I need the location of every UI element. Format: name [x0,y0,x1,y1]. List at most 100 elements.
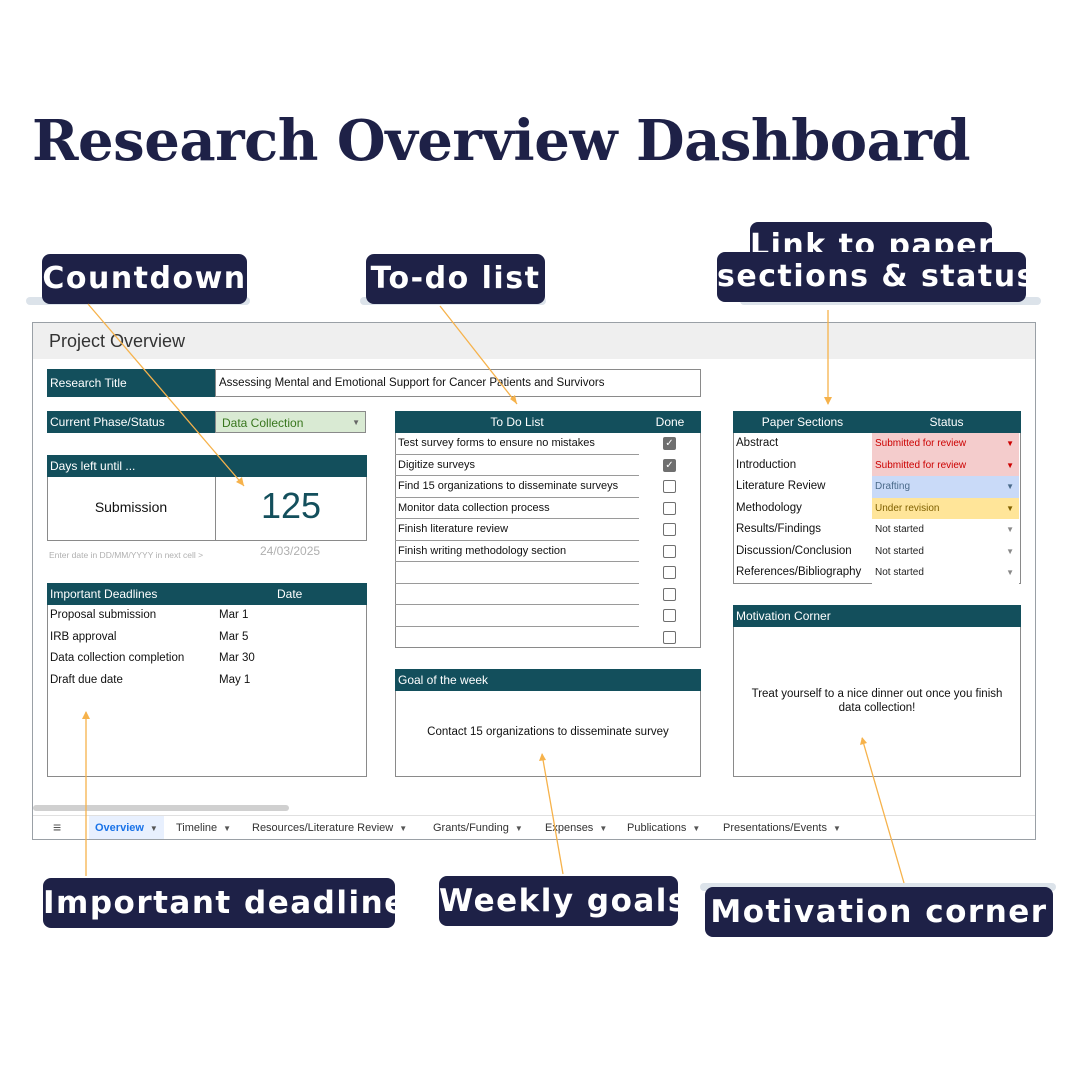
deadline-date: Mar 30 [219,652,255,664]
dropdown-caret-icon: ▼ [223,824,232,833]
todo-row: Monitor data collection process [395,498,639,519]
dropdown-caret-icon: ▼ [1006,546,1014,556]
deadline-row: Proposal submission Mar 1 [47,605,365,627]
dropdown-caret-icon: ▼ [399,824,408,833]
paper-section-row: Literature Review Drafting ▼ [733,476,1019,498]
todo-checkbox[interactable] [663,480,676,493]
todo-checkbox[interactable] [663,523,676,536]
todo-checkbox[interactable] [663,630,676,644]
sheet-tab[interactable]: Overview ▼ [89,816,164,839]
horizontal-scrollbar[interactable] [33,805,289,811]
dropdown-caret-icon: ▼ [352,418,360,427]
sheet-tab[interactable]: Timeline ▼ [176,816,232,839]
todo-task[interactable]: Test survey forms to ensure no mistakes [398,437,595,449]
paper-section-status-dropdown[interactable]: Not started ▼ [872,540,1019,562]
dropdown-caret-icon: ▼ [832,824,841,833]
sheet-tab-label: Grants/Funding [433,822,509,834]
paper-section-status-dropdown[interactable]: Submitted for review ▼ [872,454,1019,476]
sheet-tab-label: Overview [95,822,144,834]
days-left-label: Days left until ... [47,455,367,477]
callout-todo: To-do list [366,254,545,304]
todo-row [395,562,639,584]
todo-row [395,584,639,605]
todo-row: Digitize surveys [395,455,639,476]
dropdown-caret-icon: ▼ [149,824,158,833]
all-sheets-menu-icon[interactable]: ≡ [53,819,62,835]
phase-dropdown[interactable]: Data Collection ▼ [215,411,366,433]
research-title-value[interactable]: Assessing Mental and Emotional Support f… [215,369,701,397]
todo-task[interactable]: Finish writing methodology section [398,544,567,557]
paper-section-status-dropdown[interactable]: Drafting ▼ [872,476,1019,498]
goal-header: Goal of the week [395,669,701,691]
sheet-tab-label: Presentations/Events [723,822,827,834]
deadline-date: Mar 5 [219,630,249,643]
deadlines-header-name: Important Deadlines [50,587,158,601]
todo-checkbox[interactable] [663,501,676,515]
dropdown-caret-icon: ▼ [1006,503,1014,513]
paper-section-status-dropdown[interactable]: Under revision ▼ [872,497,1019,519]
todo-checkbox-checked[interactable]: ✓ [663,437,676,450]
research-title-label: Research Title [47,369,215,397]
dropdown-caret-icon: ▼ [1006,568,1014,577]
page-title: Research Overview Dashboard [32,108,971,174]
paper-section-row: Results/Findings Not started ▼ [733,519,1019,541]
todo-row: Finish literature review [395,519,639,541]
paper-section-row: Introduction Submitted for review ▼ [733,454,1019,476]
paper-section-status: Not started [875,524,924,535]
deadline-name: Proposal submission [50,609,157,621]
paper-section-name[interactable]: Introduction [736,458,797,471]
paper-section-status-dropdown[interactable]: Not started ▼ [872,562,1019,584]
todo-checkbox[interactable] [663,544,676,558]
todo-row: Finish writing methodology section [395,541,639,562]
callout-motivation-label: Motivation corner [710,894,1048,930]
motivation-text[interactable]: Treat yourself to a nice dinner out once… [751,688,1003,714]
callout-todo-label: To-do list [370,261,541,296]
todo-checkbox[interactable] [663,587,676,601]
paper-section-row: References/Bibliography Not started ▼ [733,562,1019,584]
dropdown-caret-icon: ▼ [1006,439,1014,448]
paper-section-status-dropdown[interactable]: Not started ▼ [872,519,1019,541]
paper-section-status-dropdown[interactable]: Submitted for review ▼ [872,433,1019,455]
paper-section-name[interactable]: References/Bibliography [736,566,862,578]
paper-section-name[interactable]: Literature Review [736,480,826,492]
paper-section-name[interactable]: Results/Findings [736,523,822,535]
paper-section-status: Not started [875,545,924,557]
sheet-tab-bar: ≡ Overview ▼ Timeline ▼ Resources/Literature… [33,815,1035,839]
paper-section-name[interactable]: Methodology [736,501,802,514]
date-value[interactable]: 24/03/2025 [260,544,321,558]
sheet-tab[interactable]: Resources/Literature Review ▼ [252,816,408,839]
dropdown-caret-icon: ▼ [1006,460,1014,470]
todo-row [395,627,639,649]
deadline-name: IRB approval [50,630,117,643]
callout-deadlines: Important deadlines [43,878,425,928]
sheet-tab[interactable]: Grants/Funding ▼ [433,816,523,839]
todo-row: Test survey forms to ensure no mistakes [395,433,639,455]
sheet-tab[interactable]: Publications ▼ [627,816,701,839]
paper-section-name[interactable]: Discussion/Conclusion [736,544,852,557]
sheet-tab[interactable]: Presentations/Events ▼ [723,816,841,839]
dropdown-caret-icon: ▼ [692,824,701,833]
todo-task[interactable]: Digitize surveys [398,458,476,471]
spreadsheet-frame: Project Overview Research Title Assessin… [32,322,1036,840]
todo-task[interactable]: Monitor data collection process [398,501,550,514]
deadline-row: Data collection completion Mar 30 [47,648,365,670]
todo-checkbox-checked[interactable]: ✓ [663,458,676,472]
todo-checkbox[interactable] [663,609,676,622]
sheet-tab[interactable]: Expenses ▼ [545,816,607,839]
todo-task[interactable]: Find 15 organizations to disseminate sur… [398,480,619,492]
todo-row: Find 15 organizations to disseminate sur… [395,476,639,498]
deadlines-box [47,583,367,777]
phase-value: Data Collection [222,416,304,430]
todo-checkbox[interactable] [663,566,676,579]
phase-label: Current Phase/Status [47,411,215,433]
dropdown-caret-icon: ▼ [1006,525,1014,534]
deadline-row: Draft due date May 1 [47,670,365,692]
callout-motivation: Motivation corner [705,887,1053,937]
todo-task[interactable]: Finish literature review [398,523,509,535]
paper-section-name[interactable]: Abstract [736,437,779,449]
goal-text[interactable]: Contact 15 organizations to disseminate … [427,726,669,738]
sheet-tab-label: Timeline [176,822,218,834]
callout-weekly-label: Weekly goals [439,883,688,919]
paper-section-status: Under revision [875,502,940,514]
callout-countdown: Countdown [42,254,247,304]
